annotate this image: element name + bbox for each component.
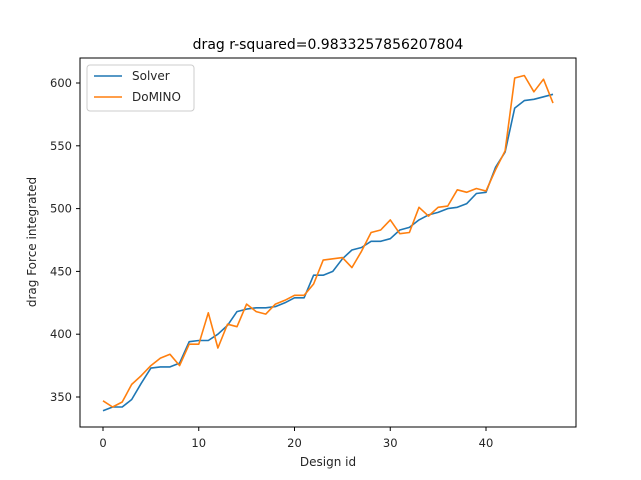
legend: Solver DoMINO [86,64,195,112]
x-axis-ticks: 0 10 20 30 40 [99,427,493,450]
y-tick-label: 600 [50,76,72,90]
y-tick-label: 400 [50,327,72,341]
y-axis-ticks: 350 400 450 500 550 600 [50,76,80,404]
x-tick-label: 20 [287,436,302,450]
x-tick-label: 0 [99,436,106,450]
series-line-domino [102,74,554,408]
x-tick-label: 40 [479,436,494,450]
plot-area [102,74,554,412]
y-axis-label: drag Force integrated [25,177,39,307]
legend-label-solver: Solver [132,69,170,83]
y-tick-label: 500 [50,202,72,216]
series-line-solver [102,93,554,412]
y-tick-label: 350 [50,390,72,404]
legend-label-domino: DoMINO [132,90,181,104]
y-tick-label: 550 [50,139,72,153]
axes-frame [79,57,577,428]
y-tick-label: 450 [50,264,72,278]
chart-title: drag r-squared=0.9833257856207804 [193,37,464,53]
x-axis-label: Design id [300,455,356,469]
x-tick-label: 30 [383,436,398,450]
x-tick-label: 10 [191,436,206,450]
